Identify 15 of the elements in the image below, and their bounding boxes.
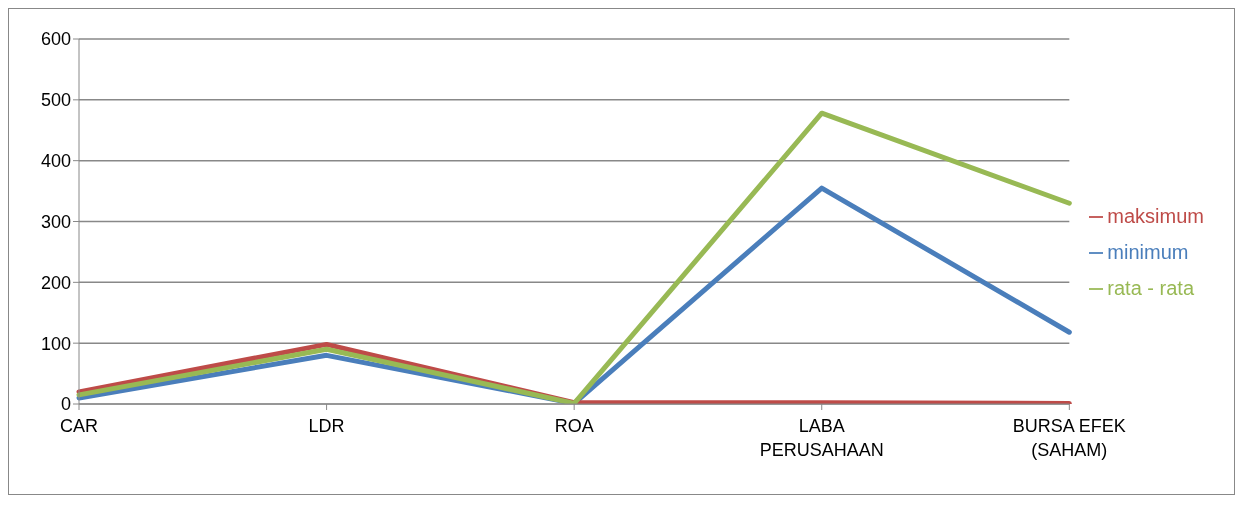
legend-label: maksimum [1107,204,1204,227]
y-tick-label: 200 [40,272,71,293]
legend-label: rata - rata [1107,276,1195,299]
x-tick-label: CAR [59,416,99,436]
y-tick-label: 600 [40,29,71,50]
x-tick-label: LABA PERUSAHAAN [759,416,884,460]
y-tick-label: 500 [40,90,71,111]
y-tick-label: 0 [60,394,71,415]
y-tick-label: 300 [40,211,71,232]
x-tick-label: ROA [554,416,594,436]
x-tick-label: LDR [308,416,345,436]
y-tick-label: 100 [40,333,71,354]
legend-label: minimum [1107,240,1189,263]
y-tick-label: 400 [40,151,71,172]
x-tick-label: BURSA EFEK (SAHAM) [1012,416,1126,460]
